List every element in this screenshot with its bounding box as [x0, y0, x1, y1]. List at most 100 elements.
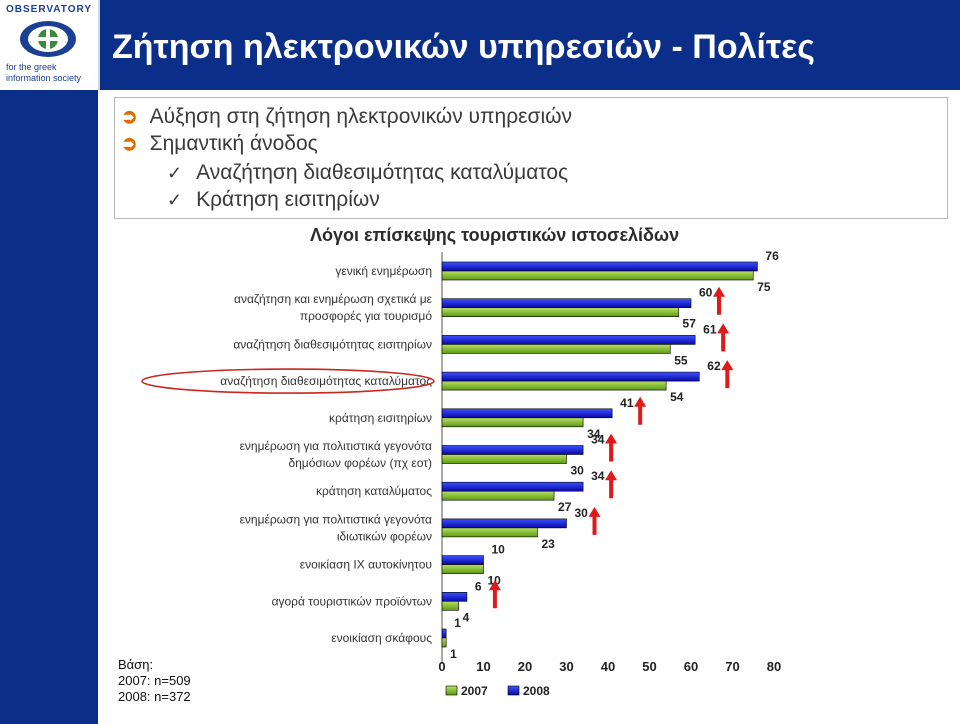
bar-2007 [441, 637, 447, 648]
category-label: ενοικίαση σκάφους [331, 631, 432, 645]
x-tick-label: 20 [518, 659, 532, 674]
base-2007: 2007: n=509 [118, 673, 191, 688]
left-strip [0, 90, 98, 724]
bar-2007 [441, 270, 754, 281]
value-label-2008: 41 [620, 396, 634, 410]
bullet-item: ➲ Αύξηση στη ζήτηση ηλεκτρονικών υπηρεσι… [121, 104, 572, 129]
bar-2008 [441, 481, 584, 492]
value-label-2007: 57 [683, 317, 697, 331]
logo-eye-icon [20, 21, 76, 57]
x-tick-label: 70 [725, 659, 739, 674]
chart-title: Λόγοι επίσκεψης τουριστικών ιστοσελίδων [310, 225, 680, 245]
bar-2008 [441, 408, 613, 419]
bar-2007 [441, 417, 584, 428]
category-label: προσφορές για τουρισμό [300, 309, 432, 323]
base-label: Βάση: [118, 657, 154, 672]
bar-2007 [441, 454, 567, 464]
x-tick-label: 40 [601, 659, 615, 674]
x-tick-label: 60 [684, 659, 698, 674]
value-label-2008: 62 [707, 359, 721, 373]
logo-bottom-line1: for the greek [6, 62, 57, 72]
category-label: αναζήτηση διαθεσιμότητας εισιτηρίων [233, 337, 432, 351]
bullet-text: Σημαντική άνοδος [149, 132, 318, 155]
legend-swatch-2008 [507, 685, 520, 696]
bullet-item: ✓ Κράτηση εισιτηρίων [167, 188, 380, 212]
bar-2007 [441, 600, 459, 611]
value-label-2008: 1 [454, 616, 461, 630]
category-label: ενημέρωση για πολιτιστικά γεγονότα [240, 512, 432, 526]
bar-2008 [441, 445, 584, 455]
category-label: ενοικίαση ΙΧ αυτοκίνητου [300, 558, 432, 572]
increase-arrow-icon [588, 506, 601, 535]
value-label-2007: 10 [488, 574, 502, 588]
checkmark-icon: ✓ [167, 163, 183, 183]
bar-2008 [441, 335, 696, 345]
category-label: κράτηση καταλύματος [316, 484, 432, 498]
category-label: αγορά τουριστικών προϊόντων [272, 594, 432, 608]
value-label-2007: 23 [541, 537, 555, 551]
x-tick-label: 10 [476, 659, 490, 674]
value-label-2007: 75 [757, 280, 771, 294]
value-label-2008: 10 [492, 543, 506, 557]
bullet-text: Αύξηση στη ζήτηση ηλεκτρονικών υπηρεσιών [149, 105, 573, 128]
value-label-2007: 34 [587, 427, 601, 441]
category-label: κράτηση εισιτηρίων [329, 411, 432, 425]
value-label-2007: 55 [674, 353, 688, 367]
bullet-box: ➲ Αύξηση στη ζήτηση ηλεκτρονικών υπηρεσι… [114, 97, 948, 219]
logo-bottom-line2: information society [6, 73, 82, 83]
increase-arrow-icon [488, 580, 501, 609]
value-label-2008: 6 [475, 579, 482, 593]
value-label-2008: 30 [575, 506, 589, 520]
bar-2008 [441, 371, 700, 382]
category-label: ενημέρωση για πολιτιστικά γεγονότα [240, 439, 432, 453]
bullet-text: Αναζήτηση διαθεσιμότητας καταλύματος [196, 161, 569, 184]
x-tick-label: 80 [767, 659, 781, 674]
bar-2007 [441, 527, 538, 538]
legend-label-2007: 2007 [461, 684, 488, 698]
increase-arrow-icon [634, 396, 647, 425]
category-label: ιδιωτικών φορέων [337, 529, 432, 543]
value-label-2008: 60 [699, 286, 713, 300]
category-label: γενική ενημέρωση [335, 264, 432, 278]
bar-2008 [441, 298, 692, 309]
bar-2007 [441, 307, 679, 318]
bar-2008 [441, 591, 468, 602]
increase-arrow-icon [713, 286, 725, 315]
legend-label-2008: 2008 [523, 684, 550, 698]
highlight-oval [141, 368, 435, 394]
bar-2007 [441, 490, 555, 501]
category-label: αναζήτηση και ενημέρωση σχετικά με [234, 292, 433, 306]
bar-2007 [441, 380, 667, 391]
observatory-logo: OBSERVATORY for the greek information so… [0, 0, 100, 90]
increase-arrow-icon [605, 433, 618, 462]
value-label-2008: 34 [591, 469, 605, 483]
bullet-item: ✓ Αναζήτηση διαθεσιμότητας καταλύματος [167, 161, 568, 185]
bullet-text: Κράτηση εισιτηρίων [196, 188, 380, 211]
value-label-2007: 1 [450, 647, 457, 661]
increase-arrow-icon [721, 360, 734, 389]
bar-2008 [441, 628, 447, 639]
category-label: αναζήτηση διαθεσιμότητας καταλύματος [220, 374, 432, 388]
value-label-2008: 34 [591, 433, 605, 447]
value-label-2007: 4 [463, 610, 470, 624]
checkmark-icon: ✓ [167, 190, 183, 210]
value-label-2008: 61 [703, 322, 717, 336]
category-label: δημόσιων φορέων (πχ εοτ) [288, 456, 432, 470]
value-label-2008: 76 [765, 249, 779, 263]
arrow-bullet-icon: ➲ [121, 106, 138, 128]
bar-2008 [441, 518, 567, 529]
page-title: Ζήτηση ηλεκτρονικών υπηρεσιών - Πολίτες [112, 28, 815, 66]
x-tick-label: 0 [438, 659, 445, 674]
bar-2007 [441, 344, 671, 354]
logo-top-text: OBSERVATORY [6, 4, 93, 15]
bullet-item: ➲ Σημαντική άνοδος [121, 131, 318, 156]
x-tick-label: 30 [559, 659, 573, 674]
base-2008: 2008: n=372 [118, 689, 191, 704]
increase-arrow-icon [605, 470, 618, 499]
header-band [0, 0, 960, 90]
legend-swatch-2007 [445, 685, 458, 696]
bar-2008 [441, 261, 758, 272]
value-label-2007: 27 [558, 500, 572, 514]
increase-arrow-icon [717, 323, 730, 352]
